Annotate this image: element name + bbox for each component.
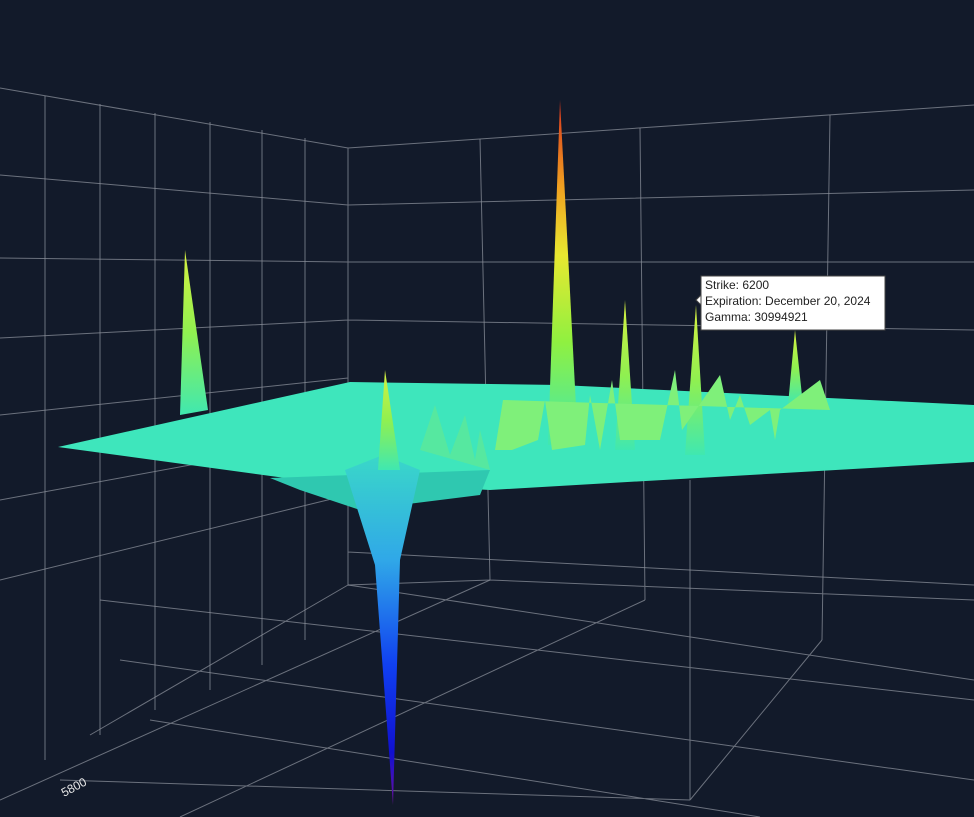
tooltip: Strike: 6200 Expiration: December 20, 20…	[695, 275, 886, 331]
spike-main	[548, 100, 578, 445]
floor-lines	[0, 480, 974, 817]
left-wall-verticals	[44, 96, 306, 760]
spike-5	[378, 370, 400, 470]
tooltip-expiration: Expiration: December 20, 2024	[705, 294, 871, 308]
surface	[58, 100, 974, 805]
spike-small	[495, 370, 830, 450]
tooltip-box	[700, 275, 886, 331]
tooltip-gamma: Gamma: 30994921	[705, 310, 808, 324]
spike-down	[345, 455, 420, 805]
wall-edges	[0, 87, 974, 586]
spike-4	[788, 330, 803, 405]
tooltip-strike: Strike: 6200	[705, 278, 769, 292]
grid	[0, 87, 974, 817]
spike-left	[180, 250, 208, 415]
axis-tick-label: 5800	[59, 775, 89, 800]
back-wall-verticals	[347, 114, 974, 641]
spike-small-left	[420, 405, 490, 470]
